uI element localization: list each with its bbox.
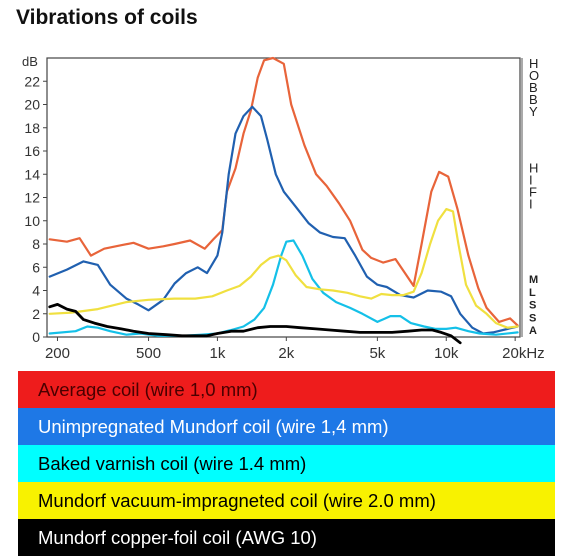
y-tick-label: 6: [32, 259, 40, 275]
right-scale-letter: M: [529, 274, 538, 286]
series-line-3: [48, 208, 519, 329]
legend-label: Unimpregnated Mundorf coil (wire 1,4 mm): [38, 415, 389, 437]
legend-item-vacuum-coil: Mundorf vacuum-impragneted coil (wire 2.…: [18, 482, 555, 519]
legend: Average coil (wire 1,0 mm) Unimpregnated…: [18, 371, 555, 556]
x-tick-label: 500: [136, 345, 161, 362]
right-scale-letter: L: [529, 287, 536, 299]
series-line-4: [48, 303, 462, 345]
legend-label: Baked varnish coil (wire 1.4 mm): [38, 452, 307, 474]
y-tick-label: 22: [24, 73, 40, 89]
legend-label: Mundorf copper-foil coil (AWG 10): [38, 526, 317, 548]
x-tick-label: 200: [45, 345, 70, 362]
y-tick-label: 14: [24, 166, 40, 182]
chart-area: dB 0 2 4 6 8 10 12 14 16 18 20 22 200 500 1k 2k 5k 10k 20kH…: [22, 54, 545, 362]
series-line-1: [48, 105, 519, 335]
x-tick-label: 2k: [278, 345, 294, 362]
right-scale-letter: I: [529, 197, 533, 212]
y-tick-label: 16: [24, 143, 40, 159]
x-tick-label: 10k: [434, 345, 459, 362]
legend-label: Mundorf vacuum-impragneted coil (wire 2.…: [38, 489, 436, 511]
x-tick-label: 1k: [210, 345, 226, 362]
right-scale-letter: H: [529, 56, 538, 71]
y-tick-label: 2: [32, 306, 40, 322]
legend-item-copper-foil-coil: Mundorf copper-foil coil (AWG 10): [18, 519, 555, 556]
x-tick-label: 5k: [369, 345, 385, 362]
y-tick-label: 8: [32, 236, 40, 252]
right-scale-letter: A: [529, 325, 537, 337]
y-tick-label: 0: [32, 329, 40, 345]
right-scale-letter: S: [529, 312, 536, 324]
right-scale-letter: H: [529, 161, 538, 176]
right-scale-letter: O: [529, 68, 539, 83]
y-tick-label: 12: [24, 190, 40, 206]
y-unit-label: dB: [22, 54, 38, 69]
legend-item-unimpregnated-coil: Unimpregnated Mundorf coil (wire 1,4 mm): [18, 408, 555, 445]
y-tick-label: 4: [32, 283, 40, 299]
right-scale-letter: F: [529, 185, 537, 200]
legend-item-average-coil: Average coil (wire 1,0 mm): [18, 371, 555, 408]
y-tick-label: 20: [24, 97, 40, 113]
right-scale-letter: I: [529, 173, 533, 188]
legend-item-baked-varnish-coil: Baked varnish coil (wire 1.4 mm): [18, 445, 555, 482]
plot-frame: [46, 57, 521, 338]
right-scale-letter: Y: [529, 104, 538, 119]
y-tick-label: 10: [24, 213, 40, 229]
series-line-0: [48, 56, 519, 327]
right-scale-letter: B: [529, 92, 538, 107]
chart-title: Vibrations of coils: [16, 6, 198, 29]
y-tick-label: 18: [24, 120, 40, 136]
right-scale-letter: B: [529, 80, 538, 95]
right-scale-letter: S: [529, 300, 536, 312]
x-tick-label: 20kHz: [502, 345, 545, 362]
legend-label: Average coil (wire 1,0 mm): [38, 378, 258, 400]
